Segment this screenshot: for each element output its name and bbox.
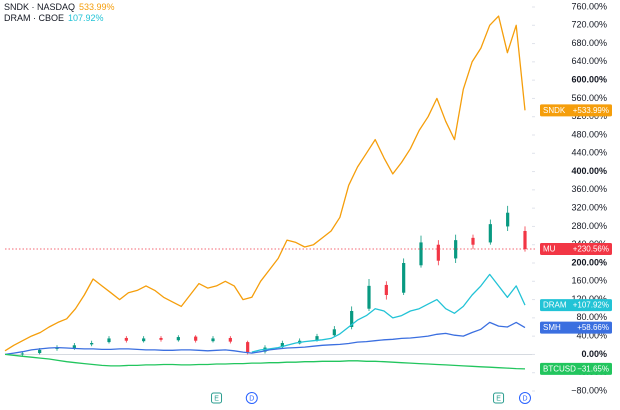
y-tick-label: 120.00% bbox=[571, 294, 607, 304]
candle-body bbox=[436, 244, 440, 261]
candle-body bbox=[315, 336, 319, 341]
candle-body bbox=[142, 338, 146, 342]
candle-body bbox=[211, 338, 215, 342]
candle-body bbox=[246, 342, 250, 353]
y-tick-label: 0.00% bbox=[581, 349, 607, 359]
candle-body bbox=[506, 212, 510, 227]
event-marker[interactable]: D bbox=[519, 392, 531, 404]
candle-body bbox=[107, 338, 111, 343]
candle-body bbox=[194, 336, 198, 341]
legend-change: 533.99% bbox=[79, 2, 115, 12]
series-name: DRAM bbox=[543, 301, 567, 310]
series-price-label: MU +230.56% bbox=[540, 243, 612, 256]
event-badge bbox=[211, 392, 223, 404]
legend-symbol: SNDK · NASDAQ bbox=[4, 2, 75, 12]
candle-body bbox=[419, 242, 423, 266]
candle-body bbox=[72, 345, 76, 349]
candle-body bbox=[384, 284, 388, 295]
series-price-label: SMH +58.66% bbox=[540, 321, 612, 334]
y-tick-label: 560.00% bbox=[571, 93, 607, 103]
event-label: E bbox=[496, 395, 501, 402]
label-box bbox=[540, 299, 612, 312]
candle-body bbox=[228, 337, 232, 342]
event-badge bbox=[245, 392, 258, 404]
y-tick-label: 440.00% bbox=[571, 148, 607, 158]
candle-body bbox=[90, 343, 94, 345]
y-tick-label: 760.00% bbox=[571, 1, 607, 11]
event-label: E bbox=[214, 395, 219, 402]
series-line bbox=[4, 15, 526, 352]
y-tick-label: 40.00% bbox=[576, 331, 607, 341]
event-label: D bbox=[249, 395, 254, 402]
series-line bbox=[4, 321, 526, 356]
y-tick-label: 400.00% bbox=[571, 166, 607, 176]
series-name: SMH bbox=[543, 323, 561, 332]
y-tick-label: 360.00% bbox=[571, 184, 607, 194]
series-price-label: BTCUSD −31.65% bbox=[540, 362, 612, 375]
candle-body bbox=[124, 337, 128, 341]
candle-body bbox=[350, 311, 354, 327]
candle-body bbox=[176, 337, 180, 341]
series-change: +58.66% bbox=[577, 323, 609, 332]
legend-change: 107.92% bbox=[68, 13, 104, 23]
y-tick-label: 200.00% bbox=[571, 257, 607, 267]
legend-entry: SNDK · NASDAQ 533.99% bbox=[4, 2, 115, 12]
y-tick-label: 640.00% bbox=[571, 56, 607, 66]
candle-body bbox=[454, 240, 458, 259]
y-tick-label: −80.00% bbox=[571, 385, 607, 395]
label-box bbox=[540, 362, 612, 375]
candle-body bbox=[402, 263, 406, 293]
label-box bbox=[540, 104, 612, 117]
series-change: +107.92% bbox=[573, 301, 609, 310]
legend-entry: DRAM · CBOE 107.92% bbox=[4, 13, 104, 23]
event-badge bbox=[493, 392, 505, 404]
series-price-label: DRAM +107.92% bbox=[540, 299, 612, 312]
series-line bbox=[4, 353, 526, 370]
y-tick-label: 680.00% bbox=[571, 38, 607, 48]
candle-body bbox=[38, 349, 42, 354]
label-box bbox=[540, 243, 612, 256]
candle-body bbox=[488, 224, 492, 243]
series-change: −31.65% bbox=[577, 365, 609, 374]
series-name: MU bbox=[543, 245, 556, 254]
candle-body bbox=[471, 237, 475, 245]
candle-body bbox=[332, 329, 336, 336]
y-tick-label: 600.00% bbox=[571, 75, 607, 85]
series-price-label: SNDK +533.99% bbox=[540, 104, 612, 117]
candle-body bbox=[159, 337, 163, 340]
legend: SNDK · NASDAQ 533.99% DRAM · CBOE 107.92% bbox=[4, 2, 115, 23]
y-tick-label: 480.00% bbox=[571, 129, 607, 139]
legend-symbol: DRAM · CBOE bbox=[4, 13, 64, 23]
event-marker[interactable]: E bbox=[493, 392, 505, 404]
y-tick-label: 80.00% bbox=[576, 312, 607, 322]
candle-body bbox=[523, 231, 527, 250]
y-tick-label: 720.00% bbox=[571, 20, 607, 30]
series-name: SNDK bbox=[543, 106, 566, 115]
candle-body bbox=[280, 343, 284, 348]
candle-body bbox=[20, 353, 24, 355]
series-change: +533.99% bbox=[573, 106, 609, 115]
y-tick-label: 320.00% bbox=[571, 203, 607, 213]
y-tick-label: 160.00% bbox=[571, 276, 607, 286]
series-line bbox=[251, 273, 526, 353]
series-change: +230.56% bbox=[573, 245, 609, 254]
plot-area bbox=[4, 15, 535, 370]
event-marker[interactable]: E bbox=[211, 392, 223, 404]
label-box bbox=[540, 321, 612, 334]
event-marker[interactable]: D bbox=[245, 392, 258, 404]
event-label: D bbox=[522, 395, 527, 402]
series-name: BTCUSD bbox=[543, 365, 576, 374]
candle-body bbox=[367, 285, 371, 309]
event-badge bbox=[519, 392, 531, 404]
y-tick-label: 280.00% bbox=[571, 221, 607, 231]
